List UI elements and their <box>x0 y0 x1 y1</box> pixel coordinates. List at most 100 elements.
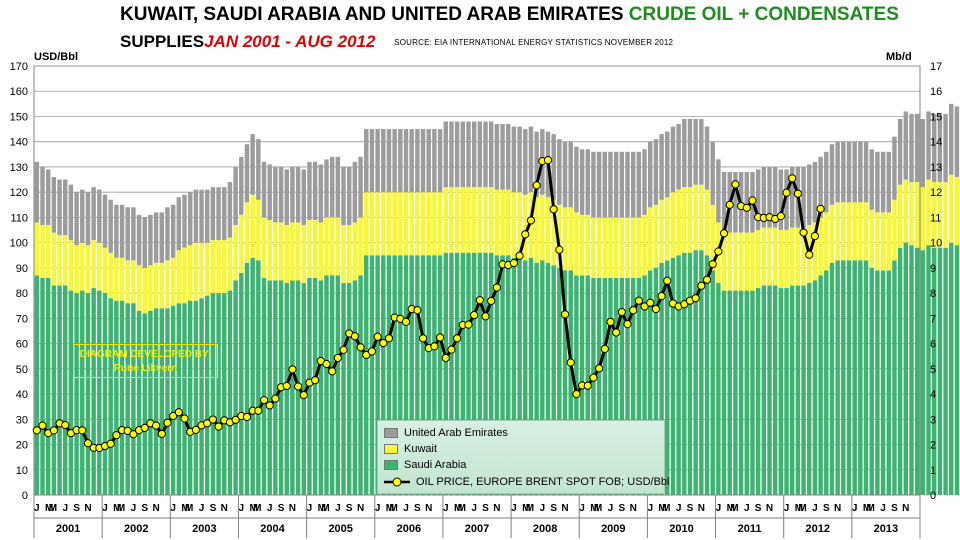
bar-kuwait <box>937 182 943 248</box>
bar-saudi-arabia <box>557 267 562 495</box>
oil-price-marker <box>413 306 422 315</box>
bar-uae <box>875 151 880 213</box>
title-period: JAN 2001 - AUG 2012 <box>204 32 376 51</box>
bar-saudi-arabia <box>665 260 670 495</box>
bar-saudi-arabia <box>239 272 244 495</box>
x-tick-year: 2002 <box>124 523 148 535</box>
oil-price-marker <box>708 259 717 269</box>
bar-uae <box>307 161 312 220</box>
bar-uae <box>420 129 426 193</box>
bar-kuwait <box>437 192 443 256</box>
bar-kuwait <box>875 212 880 271</box>
bar-uae <box>511 126 517 193</box>
bar-saudi-arabia <box>648 270 653 495</box>
bar-kuwait <box>841 202 846 261</box>
bar-uae <box>477 121 483 188</box>
bar-uae <box>534 131 539 198</box>
x-tick-month: M <box>49 503 57 514</box>
bar-uae <box>619 151 625 218</box>
bar-saudi-arabia <box>670 257 676 495</box>
x-tick-month: M <box>594 503 602 514</box>
bar-uae <box>329 156 335 218</box>
bar-kuwait <box>880 212 886 271</box>
bar-uae <box>432 129 437 193</box>
x-tick-year: 2006 <box>397 523 421 535</box>
bar-kuwait <box>670 192 676 258</box>
bar-uae <box>755 169 761 231</box>
bar-saudi-arabia <box>91 288 96 495</box>
bar-saudi-arabia <box>466 252 471 495</box>
bar-uae <box>437 129 443 193</box>
bar-uae <box>216 187 221 241</box>
bar-saudi-arabia <box>142 313 147 495</box>
bar-uae <box>682 118 687 188</box>
x-tick-month: M <box>253 503 261 514</box>
oil-price-marker <box>646 298 655 307</box>
bar-kuwait <box>250 194 255 258</box>
bar-kuwait <box>596 217 602 278</box>
bar-kuwait <box>772 227 778 286</box>
bar-saudi-arabia <box>74 293 79 495</box>
bar-uae <box>954 106 960 178</box>
oil-price-marker <box>180 414 189 423</box>
bar-saudi-arabia <box>500 255 505 495</box>
oil-price-marker <box>83 439 93 448</box>
bar-uae <box>443 121 448 188</box>
bar-uae <box>381 129 386 193</box>
chart-title-line1: KUWAIT, SAUDI ARABIA AND UNITED ARAB EMI… <box>120 4 899 26</box>
bar-uae <box>176 197 182 251</box>
bar-uae <box>375 129 380 193</box>
y-tick-left: 120 <box>10 187 28 199</box>
bar-saudi-arabia <box>574 275 579 495</box>
right-axis-unit: Mb/d <box>886 51 912 63</box>
bar-kuwait <box>290 222 295 281</box>
bar-uae <box>670 126 676 193</box>
x-tick-month: N <box>834 503 841 514</box>
x-tick-month: N <box>493 503 500 514</box>
x-tick-month: N <box>425 503 432 514</box>
bar-saudi-arabia <box>119 300 125 495</box>
bar-kuwait <box>176 250 182 304</box>
x-tick-month: M <box>117 503 125 514</box>
bar-kuwait <box>165 260 170 309</box>
oil-price-marker <box>464 320 473 329</box>
oil-price-marker <box>742 203 751 212</box>
bar-saudi-arabia <box>545 262 551 495</box>
bar-kuwait <box>909 182 914 246</box>
bar-uae <box>909 113 914 183</box>
oil-price-marker <box>583 381 592 390</box>
legend-swatch-saudi <box>384 460 398 470</box>
oil-price-marker <box>521 230 530 239</box>
bar-saudi-arabia <box>841 260 846 495</box>
x-tick-month: J <box>540 503 546 514</box>
bar-kuwait <box>738 232 744 291</box>
bar-kuwait <box>846 202 852 261</box>
y-tick-right: 7 <box>930 313 936 325</box>
x-tick-month: M <box>458 503 466 514</box>
bar-kuwait <box>630 217 636 278</box>
bar-uae <box>210 187 216 241</box>
bar-uae <box>784 169 789 231</box>
bar-kuwait <box>392 192 397 256</box>
y-tick-right: 5 <box>930 364 936 376</box>
bar-kuwait <box>682 187 687 253</box>
oil-price-marker <box>322 359 331 369</box>
x-tick-month: M <box>658 503 666 514</box>
oil-price-marker <box>697 281 706 290</box>
bar-uae <box>676 124 681 190</box>
oil-price-marker <box>776 212 785 221</box>
bar-uae <box>807 164 812 225</box>
bar-saudi-arabia <box>165 308 170 495</box>
bar-kuwait <box>142 267 147 314</box>
bar-saudi-arabia <box>540 260 545 495</box>
bar-saudi-arabia <box>528 257 534 495</box>
x-tick-month: S <box>141 503 148 514</box>
y-tick-right: 6 <box>930 339 936 351</box>
bar-uae <box>267 164 272 220</box>
bar-uae <box>591 151 596 218</box>
bar-kuwait <box>403 192 409 256</box>
bar-uae <box>665 131 670 198</box>
legend-item-kuwait: Kuwait <box>384 442 437 456</box>
bar-uae <box>863 141 869 203</box>
oil-price-marker <box>572 389 581 399</box>
